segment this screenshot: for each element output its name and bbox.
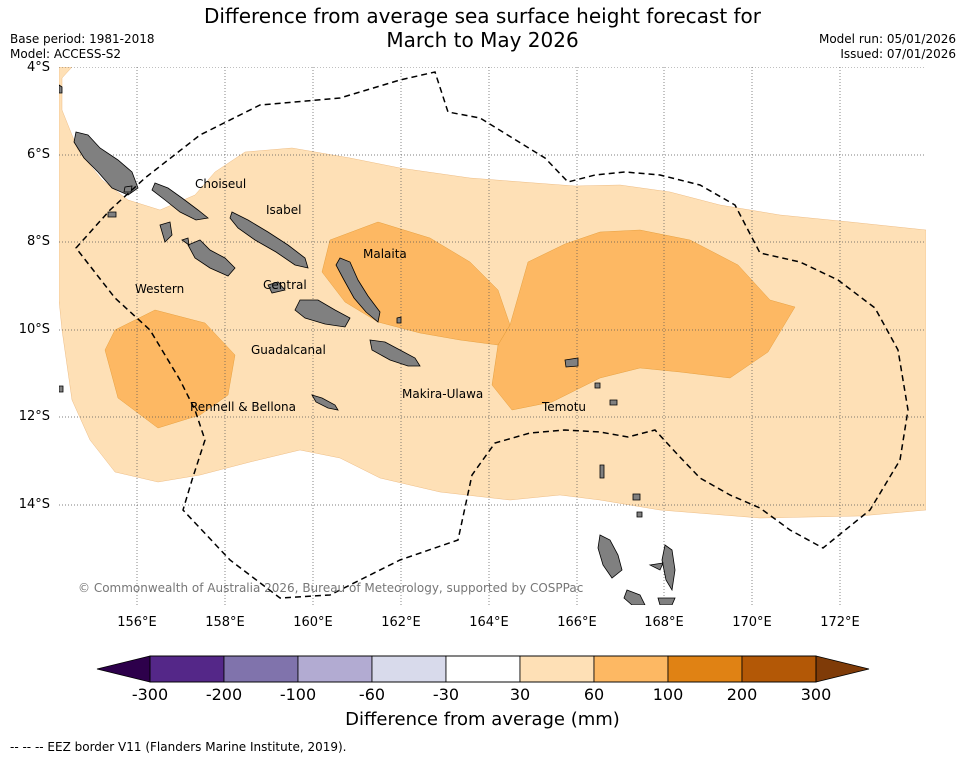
new-georgia-islands bbox=[187, 239, 236, 277]
small-islet-j bbox=[59, 385, 64, 393]
label-central: Central bbox=[263, 278, 307, 292]
small-islet-c bbox=[396, 316, 402, 324]
lon-label-156e: 156°E bbox=[117, 615, 157, 630]
small-islet-e bbox=[609, 399, 618, 406]
colorbar-tick-7: 100 bbox=[652, 685, 684, 704]
central-islands bbox=[267, 281, 286, 294]
colorbar-tick-9: 300 bbox=[800, 685, 832, 704]
colorbar-title: Difference from average (mm) bbox=[345, 709, 620, 730]
vanuatu-north-island bbox=[597, 534, 623, 579]
small-islet-k bbox=[107, 211, 117, 218]
land-masses bbox=[59, 84, 676, 605]
choiseul-island bbox=[151, 182, 209, 221]
eez-border bbox=[75, 71, 909, 599]
map-area: Choiseul Isabel Malaita Western Central … bbox=[59, 67, 926, 605]
lat-label-14s: 14°S bbox=[18, 497, 50, 512]
label-temotu: Temotu bbox=[541, 400, 586, 414]
malaita-island bbox=[335, 257, 381, 323]
colorbar-tick-2: -100 bbox=[279, 685, 317, 704]
lon-label-164e: 164°E bbox=[469, 615, 509, 630]
lon-label-160e: 160°E bbox=[293, 615, 333, 630]
lat-label-8s: 8°S bbox=[26, 234, 50, 249]
colorbar-cell bbox=[223, 655, 299, 683]
small-islet-h bbox=[599, 464, 605, 479]
vanuatu-island-2 bbox=[623, 589, 646, 605]
small-islet-a bbox=[123, 185, 133, 193]
colorbar-tick-8: 200 bbox=[726, 685, 758, 704]
colorbar-cells bbox=[149, 655, 817, 683]
lat-label-10s: 10°S bbox=[18, 322, 50, 337]
vanuatu-island-5 bbox=[657, 597, 676, 605]
vella-lavella-island bbox=[159, 221, 173, 243]
small-islet-g bbox=[636, 511, 643, 518]
colorbar-cell bbox=[593, 655, 669, 683]
colorbar-cell bbox=[445, 655, 521, 683]
model-name: Model: ACCESS-S2 bbox=[10, 47, 122, 61]
temotu-island bbox=[564, 357, 579, 368]
guadalcanal-island bbox=[294, 299, 351, 328]
model-run: Model run: 05/01/2026 bbox=[818, 32, 956, 46]
eez-legend-footer: -- -- -- EEZ border V11 (Flanders Marine… bbox=[10, 740, 347, 754]
lat-label-6s: 6°S bbox=[26, 147, 50, 162]
anomaly-60-100-region-west bbox=[104, 309, 236, 429]
lon-label-158e: 158°E bbox=[205, 615, 245, 630]
label-makira-ulawa: Makira-Ulawa bbox=[402, 387, 483, 401]
small-islet-b bbox=[181, 237, 190, 246]
colorbar-cell bbox=[741, 655, 817, 683]
small-islet-i bbox=[59, 84, 63, 94]
vanuatu-island-4 bbox=[648, 562, 664, 571]
meta-right: Model run: 05/01/2026 Issued: 07/01/2026 bbox=[819, 32, 956, 62]
lon-label-172e: 172°E bbox=[820, 615, 860, 630]
colorbar-tick-3: -60 bbox=[358, 685, 386, 704]
label-western: Western bbox=[135, 282, 184, 296]
meta-left: Base period: 1981-2018 Model: ACCESS-S2 bbox=[10, 32, 155, 62]
colorbar bbox=[96, 655, 870, 683]
lon-label-166e: 166°E bbox=[557, 615, 597, 630]
vanuatu-island-3 bbox=[661, 544, 676, 592]
bougainville-island bbox=[73, 131, 139, 196]
graticule bbox=[59, 67, 926, 605]
colorbar-cell bbox=[371, 655, 447, 683]
small-islet-f bbox=[632, 493, 641, 501]
colorbar-extend-high bbox=[815, 655, 870, 683]
copyright-notice: © Commonwealth of Australia 2026, Bureau… bbox=[78, 581, 583, 595]
lon-label-170e: 170°E bbox=[732, 615, 772, 630]
colorbar-cell bbox=[149, 655, 225, 683]
issued-date: Issued: 07/01/2026 bbox=[840, 47, 956, 61]
title-line-1: Difference from average sea surface heig… bbox=[203, 4, 762, 28]
colorbar-tick-5: 30 bbox=[509, 685, 531, 704]
colorbar-tick-4: -30 bbox=[432, 685, 460, 704]
makira-island bbox=[369, 339, 421, 367]
isabel-island bbox=[229, 211, 309, 269]
colorbar-cell bbox=[519, 655, 595, 683]
label-isabel: Isabel bbox=[266, 203, 301, 217]
label-malaita: Malaita bbox=[363, 247, 407, 261]
lat-label-12s: 12°S bbox=[18, 409, 50, 424]
colorbar-cell bbox=[297, 655, 373, 683]
small-islet-d bbox=[594, 382, 601, 389]
colorbar-extend-low bbox=[96, 655, 151, 683]
title-line-2: March to May 2026 bbox=[386, 28, 579, 52]
lon-label-162e: 162°E bbox=[381, 615, 421, 630]
colorbar-frame bbox=[149, 655, 817, 683]
label-choiseul: Choiseul bbox=[195, 177, 246, 191]
rennell-island bbox=[311, 394, 339, 411]
colorbar-cell bbox=[667, 655, 743, 683]
lat-label-4s: 4°S bbox=[26, 60, 50, 75]
colorbar-tick-6: 60 bbox=[583, 685, 605, 704]
colorbar-tick-1: -200 bbox=[205, 685, 243, 704]
colorbar-tick-0: -300 bbox=[131, 685, 169, 704]
label-rennell-bellona: Rennell & Bellona bbox=[190, 400, 296, 414]
base-period: Base period: 1981-2018 bbox=[10, 32, 155, 46]
lon-label-168e: 168°E bbox=[644, 615, 684, 630]
map-title: Difference from average sea surface heig… bbox=[0, 4, 965, 52]
label-guadalcanal: Guadalcanal bbox=[251, 343, 326, 357]
